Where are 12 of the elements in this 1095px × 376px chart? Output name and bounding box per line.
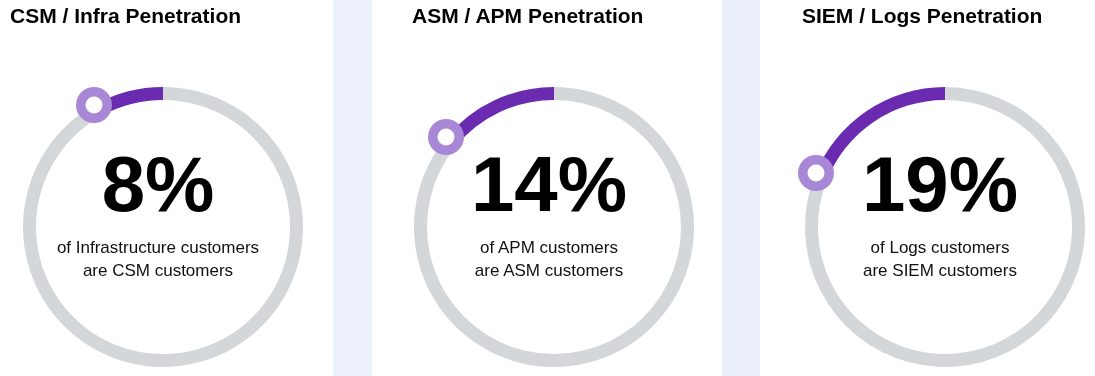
donut-slice <box>414 87 694 367</box>
data-label: 14% <box>470 140 628 228</box>
chart-title: CSM / Infra Penetration <box>10 4 242 28</box>
data-label: 8% <box>101 140 215 228</box>
chart-title: SIEM / Logs Penetration <box>802 4 1043 28</box>
text: of Logs customers are SIEM customers <box>862 237 1018 282</box>
text: of Infrastructure customers are CSM customers <box>55 237 261 282</box>
chart-title: ASM / APM Penetration <box>412 4 644 28</box>
data-label: 19% <box>861 140 1019 228</box>
text: of APM customers are ASM customers <box>473 237 625 282</box>
donut-slice <box>805 87 1085 367</box>
donut-slice <box>23 87 303 367</box>
